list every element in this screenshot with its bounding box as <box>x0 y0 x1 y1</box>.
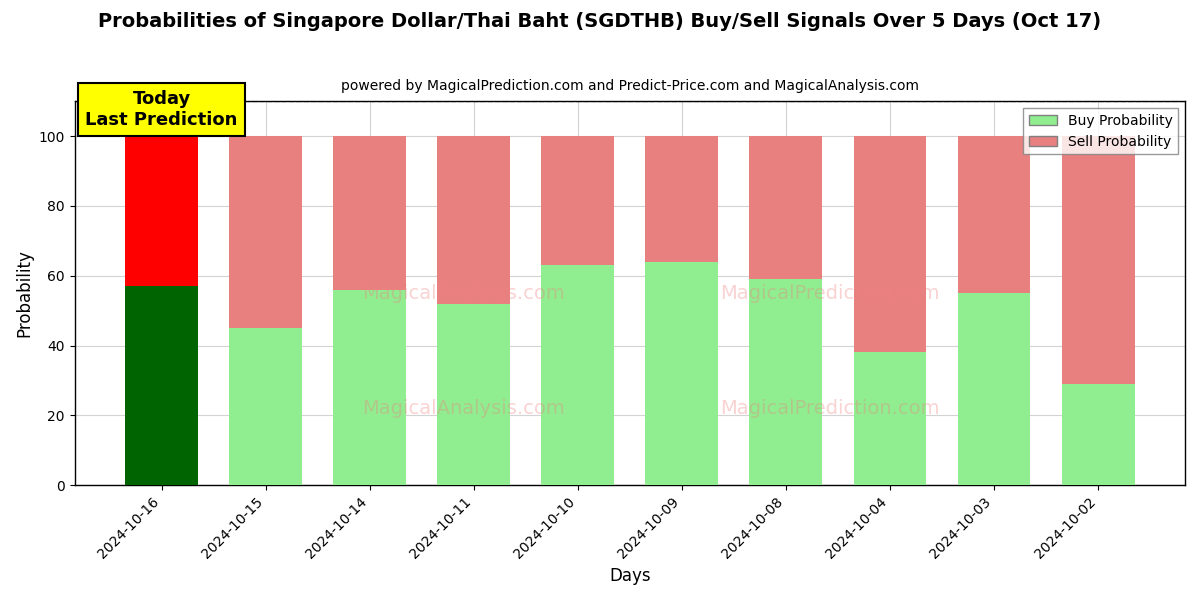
Bar <box>125 286 198 485</box>
Text: MagicalPrediction.com: MagicalPrediction.com <box>720 284 940 302</box>
Bar <box>229 328 302 485</box>
Bar <box>334 290 406 485</box>
Legend: Buy Probability, Sell Probability: Buy Probability, Sell Probability <box>1024 108 1178 154</box>
Bar <box>646 262 719 485</box>
Y-axis label: Probability: Probability <box>16 249 34 337</box>
Bar <box>334 136 406 290</box>
Text: MagicalAnalysis.com: MagicalAnalysis.com <box>362 284 565 302</box>
Text: Probabilities of Singapore Dollar/Thai Baht (SGDTHB) Buy/Sell Signals Over 5 Day: Probabilities of Singapore Dollar/Thai B… <box>98 12 1102 31</box>
Bar <box>646 136 719 262</box>
Bar <box>437 304 510 485</box>
Bar <box>1062 384 1134 485</box>
Bar <box>750 136 822 279</box>
Bar <box>958 293 1031 485</box>
Bar <box>853 352 926 485</box>
Bar <box>229 136 302 328</box>
Bar <box>437 136 510 304</box>
Text: Today
Last Prediction: Today Last Prediction <box>85 90 238 129</box>
Bar <box>958 136 1031 293</box>
Bar <box>125 136 198 286</box>
Bar <box>541 265 614 485</box>
Title: powered by MagicalPrediction.com and Predict-Price.com and MagicalAnalysis.com: powered by MagicalPrediction.com and Pre… <box>341 79 919 93</box>
X-axis label: Days: Days <box>610 567 650 585</box>
Bar <box>541 136 614 265</box>
Bar <box>1062 136 1134 384</box>
Text: MagicalAnalysis.com: MagicalAnalysis.com <box>362 399 565 418</box>
Bar <box>853 136 926 352</box>
Bar <box>750 279 822 485</box>
Text: MagicalPrediction.com: MagicalPrediction.com <box>720 399 940 418</box>
